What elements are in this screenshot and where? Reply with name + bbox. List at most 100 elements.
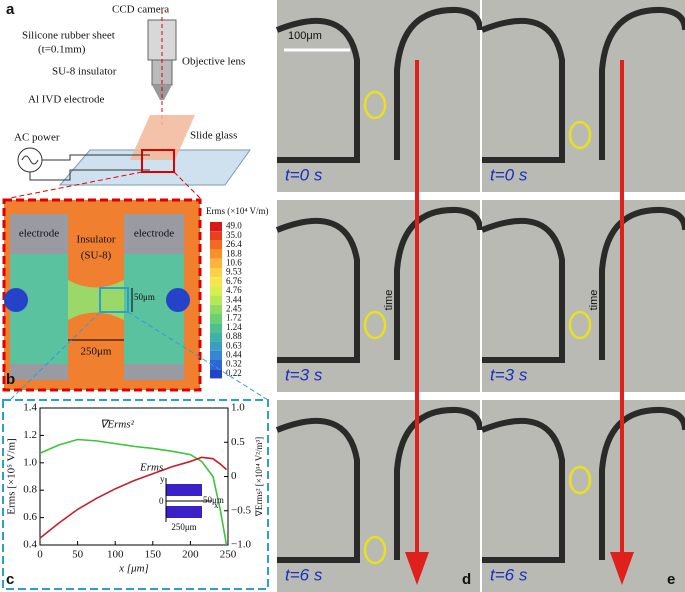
x-axis-title: x [μm] xyxy=(118,563,149,575)
field-hotspot xyxy=(4,288,28,312)
colorbar-swatch xyxy=(210,240,222,250)
well-right xyxy=(394,206,483,360)
inset-label: 0 xyxy=(159,496,164,506)
inset-label: 250μm xyxy=(171,522,196,532)
y-tick-label: 0.6 xyxy=(23,511,37,523)
electrode-right-bottom xyxy=(124,364,184,380)
y-tick-label: 0.4 xyxy=(23,539,37,551)
well-left xyxy=(275,418,360,563)
micrograph xyxy=(277,0,480,192)
label: Insulator xyxy=(76,234,115,246)
well-left xyxy=(275,218,360,363)
annotation: Silicone rubber sheet xyxy=(22,30,115,42)
annotation: CCD camera xyxy=(112,4,169,16)
electrode-left xyxy=(10,214,68,254)
zoom-line xyxy=(127,311,269,401)
label: (SU-8) xyxy=(81,250,112,262)
colorbar-title: Erms (×10⁴ V/m) xyxy=(206,206,269,216)
annotation: AC power xyxy=(14,132,60,144)
silicone-sheet xyxy=(130,115,195,160)
annotation: SU-8 insulator xyxy=(52,66,117,78)
scale-bar-label: 100μm xyxy=(288,30,322,42)
zoom-line xyxy=(9,311,101,401)
colorbar-swatch xyxy=(210,277,222,287)
time-label: t=6 s xyxy=(285,565,323,584)
y-tick-label: 0.8 xyxy=(23,484,37,496)
inset-top xyxy=(166,484,202,496)
panel-label: b xyxy=(6,371,15,388)
zoom-line xyxy=(173,171,201,199)
panel-label: a xyxy=(6,1,15,18)
x-tick-label: 0 xyxy=(37,549,43,561)
time-label: t=0 s xyxy=(490,165,528,184)
micrograph xyxy=(482,200,685,392)
well-left xyxy=(480,218,565,363)
y2-tick-label: 0 xyxy=(231,470,237,482)
label: 250μm xyxy=(81,346,112,358)
field-hotspot xyxy=(166,288,190,312)
micrographs: t=0 s t=3 s t=6 s time d t=0 s t=3 s t=6 s time e… xyxy=(275,0,685,592)
x-tick-label: 50 xyxy=(72,549,84,561)
y2-tick-label: 1.0 xyxy=(231,402,245,414)
colorbar-swatch xyxy=(210,249,222,259)
y-tick-label: 1.2 xyxy=(23,429,37,441)
inset-label: x xyxy=(214,500,219,510)
colorbar-label: 26.4 xyxy=(226,239,242,249)
panel-label: c xyxy=(6,571,14,588)
cell-marker xyxy=(363,535,387,565)
time-label: t=3 s xyxy=(285,365,323,384)
zoom-line xyxy=(9,171,143,199)
colorbar-swatch xyxy=(210,323,222,333)
electrode-right xyxy=(124,214,184,254)
colorbar-label: 49.0 xyxy=(226,221,242,231)
roi-box xyxy=(99,287,129,313)
y-tick-label: 1.4 xyxy=(23,402,37,414)
colorbar-label: 18.8 xyxy=(226,248,242,258)
colorbar-swatch xyxy=(210,304,222,314)
series-label: Erms xyxy=(139,462,163,474)
annotation: Slide glass xyxy=(190,130,237,142)
label: electrode xyxy=(134,228,174,240)
colorbar-swatch xyxy=(210,295,222,305)
label: 50μm xyxy=(134,292,155,302)
colorbar-label: 3.44 xyxy=(226,294,242,304)
colorbar-label: 6.76 xyxy=(226,276,242,286)
x-tick-label: 100 xyxy=(107,549,124,561)
micrograph xyxy=(482,400,685,592)
y-axis-title: Erms [×10⁵ V/m] xyxy=(6,438,18,514)
annotation: Objective lens xyxy=(182,56,245,68)
series-label: ∇Erms² xyxy=(100,419,135,431)
electrode-left-bottom xyxy=(10,364,68,380)
colorbar-label: 0.22 xyxy=(226,368,242,378)
colorbar-swatch xyxy=(210,222,222,232)
well-right xyxy=(599,6,685,160)
well-right xyxy=(599,206,685,360)
y2-axis-title: ∇Erms² [×10¹⁴ V²/m³] xyxy=(254,437,264,517)
colorbar-swatch xyxy=(210,369,222,379)
time-arrow-label: time xyxy=(588,290,600,311)
well-left xyxy=(275,18,360,163)
colorbar-swatch xyxy=(210,360,222,370)
inset-label: y xyxy=(160,474,165,484)
annotation: (t=0.1mm) xyxy=(38,44,86,56)
time-arrowhead xyxy=(405,552,429,585)
colorbar-swatch xyxy=(210,286,222,296)
series-line xyxy=(39,438,228,546)
colorbar-swatch xyxy=(210,231,222,241)
y2-tick-label: −1.0 xyxy=(231,539,251,551)
y2-tick-label: 0.5 xyxy=(231,436,245,448)
colorbar-swatch xyxy=(210,314,222,324)
colorbar-swatch xyxy=(210,332,222,342)
colorbar-label: 0.63 xyxy=(226,340,242,350)
colorbar-label: 1.24 xyxy=(226,322,242,332)
plot-area xyxy=(39,407,229,546)
y2-tick-label: −0.5 xyxy=(231,504,251,516)
y-tick-label: 1.0 xyxy=(23,456,37,468)
roi-box xyxy=(141,149,175,173)
colorbar-swatch xyxy=(210,268,222,278)
colorbar-label: 0.44 xyxy=(226,349,242,359)
colorbar-label: 2.45 xyxy=(226,303,242,313)
cell-marker xyxy=(568,310,592,340)
colorbar-label: 35.0 xyxy=(226,230,242,240)
